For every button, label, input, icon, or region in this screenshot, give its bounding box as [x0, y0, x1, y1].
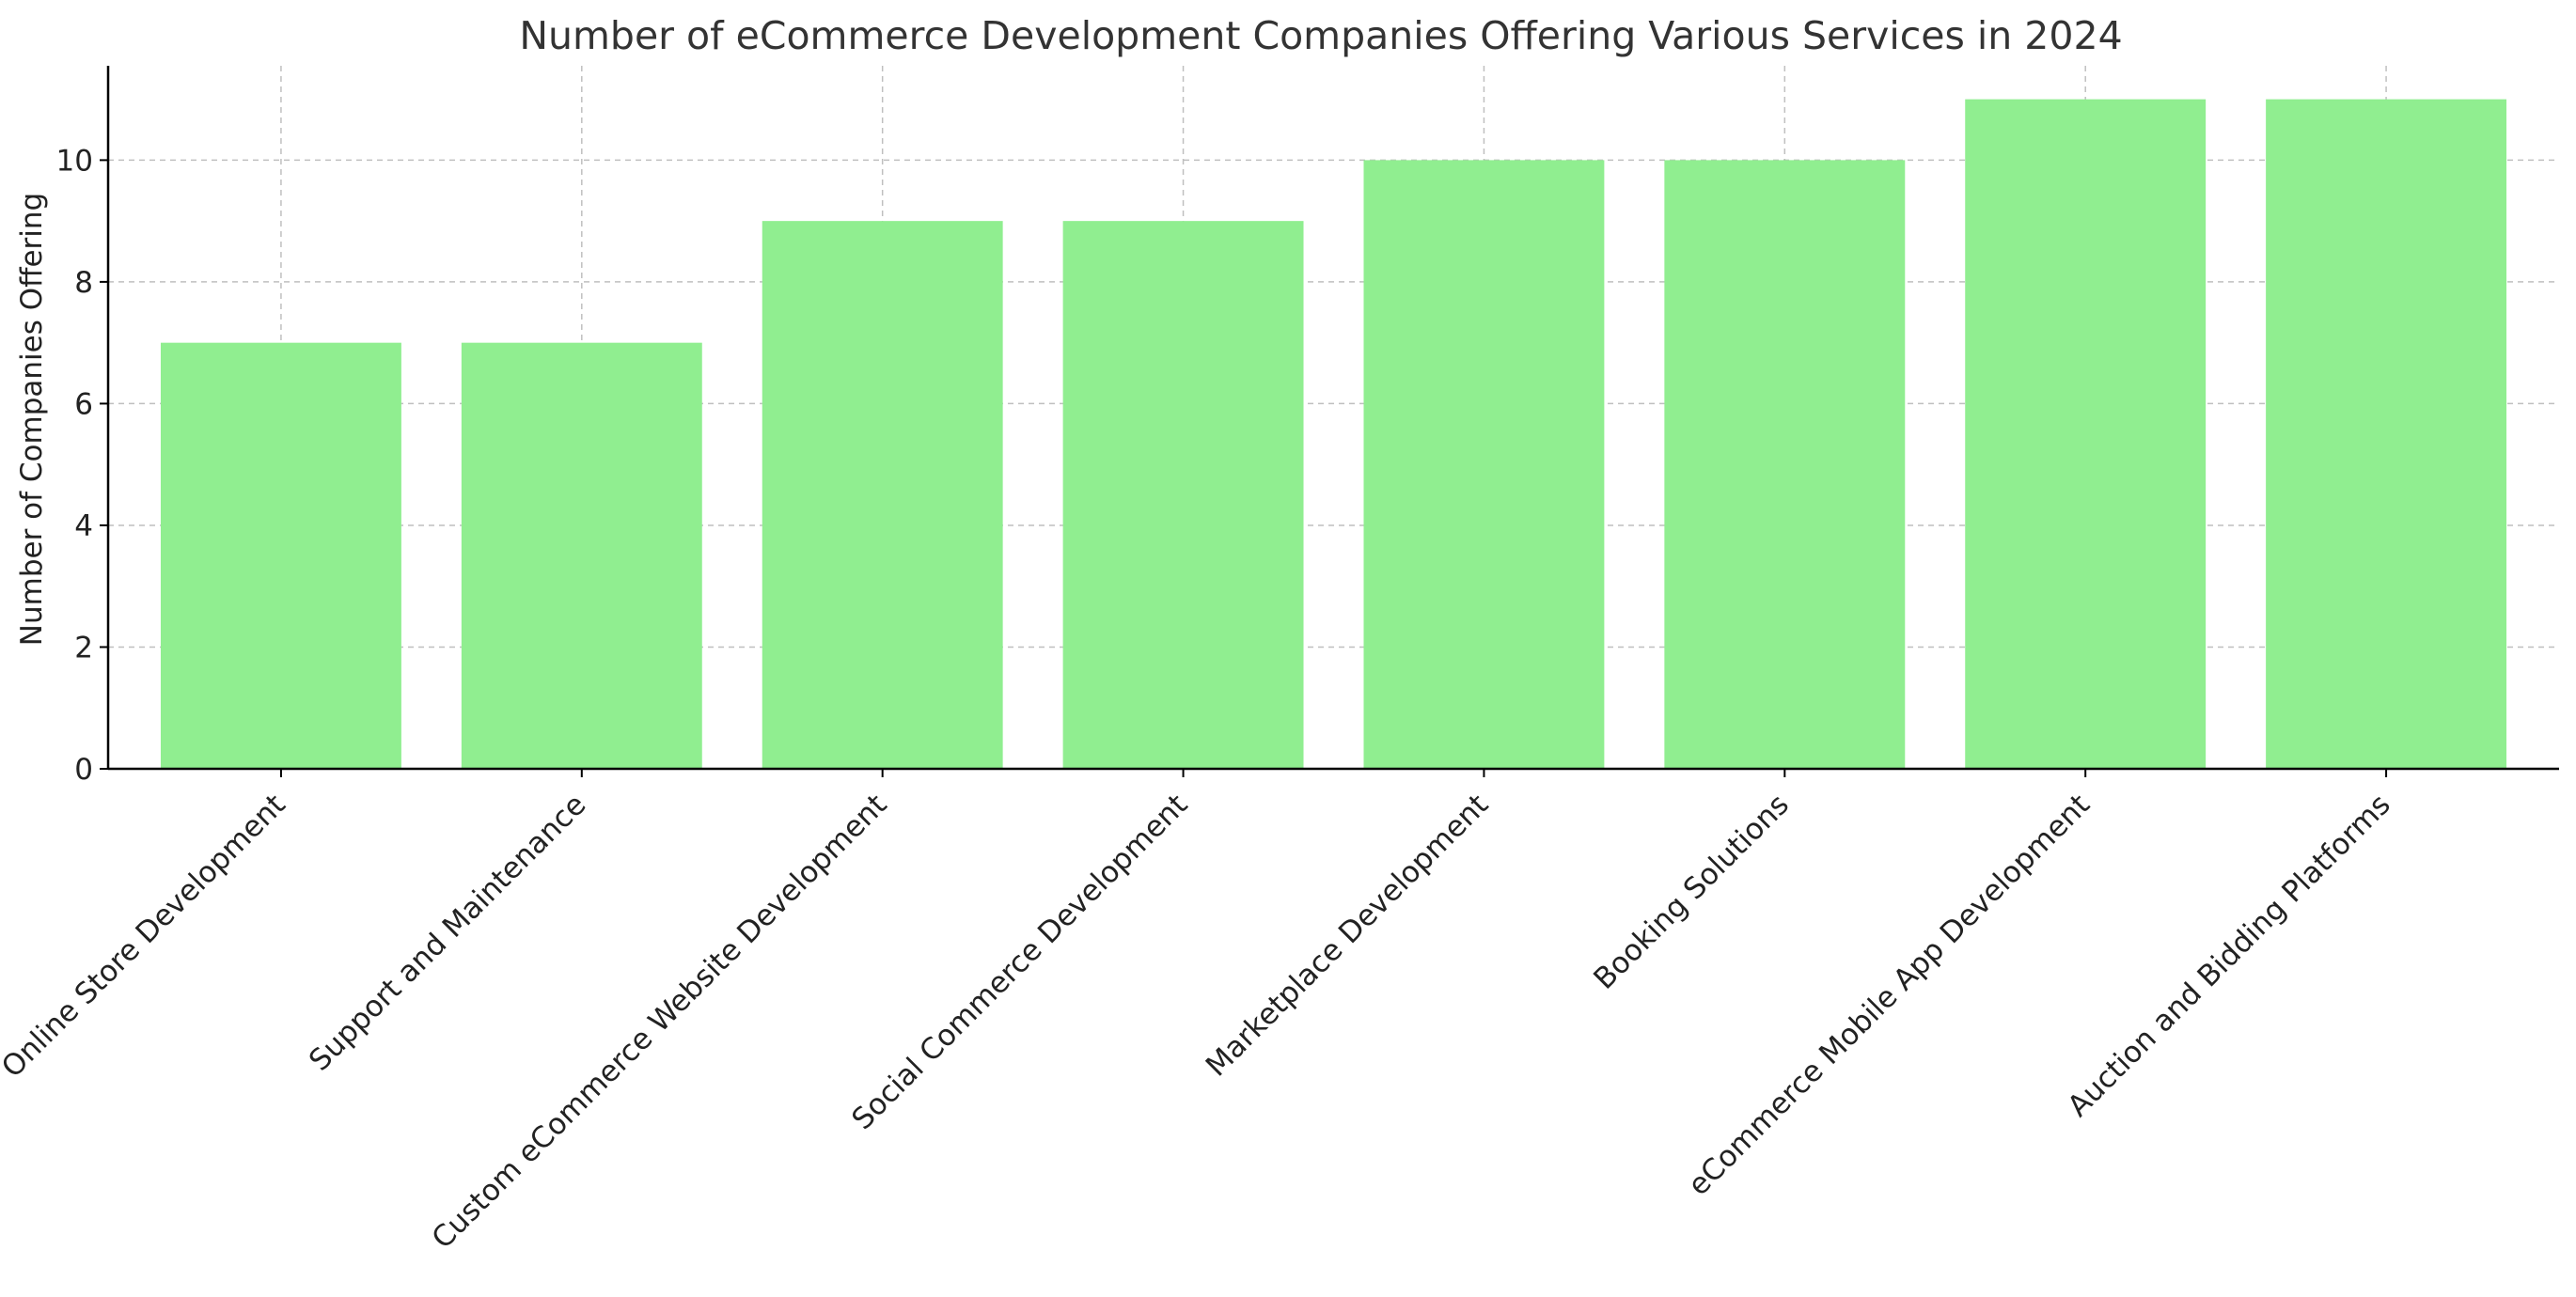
- bar-4: [1363, 160, 1605, 769]
- bar-1: [461, 342, 702, 769]
- y-ticks: 0 2 4 6 8 10: [56, 144, 108, 787]
- x-tick-label-7: Auction and Bidding Platforms: [2061, 788, 2396, 1123]
- y-tick-label-5: 10: [56, 144, 93, 178]
- axes: [106, 66, 2559, 771]
- chart-title: Number of eCommerce Development Companie…: [519, 13, 2122, 58]
- bar-6: [1965, 99, 2207, 770]
- y-tick-label-4: 8: [74, 266, 93, 300]
- bar-7: [2266, 99, 2507, 770]
- x-tick-label-3: Social Commerce Development: [845, 788, 1194, 1136]
- y-tick-label-0: 0: [74, 753, 93, 787]
- bar-5: [1664, 160, 1906, 769]
- x-tick-label-2: Custom eCommerce Website Development: [426, 788, 894, 1256]
- y-axis-label: Number of Companies Offering: [15, 193, 49, 646]
- x-tick-label-5: Booking Solutions: [1587, 788, 1796, 996]
- x-tick-label-4: Marketplace Development: [1200, 788, 1495, 1083]
- y-tick-label-1: 2: [74, 631, 93, 664]
- x-ticks: Online Store Development Support and Main…: [0, 769, 2397, 1256]
- x-tick-label-1: Support and Maintenance: [303, 788, 592, 1077]
- bars: [160, 99, 2507, 770]
- x-tick-label-0: Online Store Development: [0, 788, 292, 1085]
- bar-0: [160, 342, 401, 769]
- bar-3: [1062, 221, 1304, 770]
- y-tick-label-3: 6: [74, 387, 93, 421]
- y-tick-label-2: 4: [74, 509, 93, 543]
- bar-2: [762, 221, 1003, 770]
